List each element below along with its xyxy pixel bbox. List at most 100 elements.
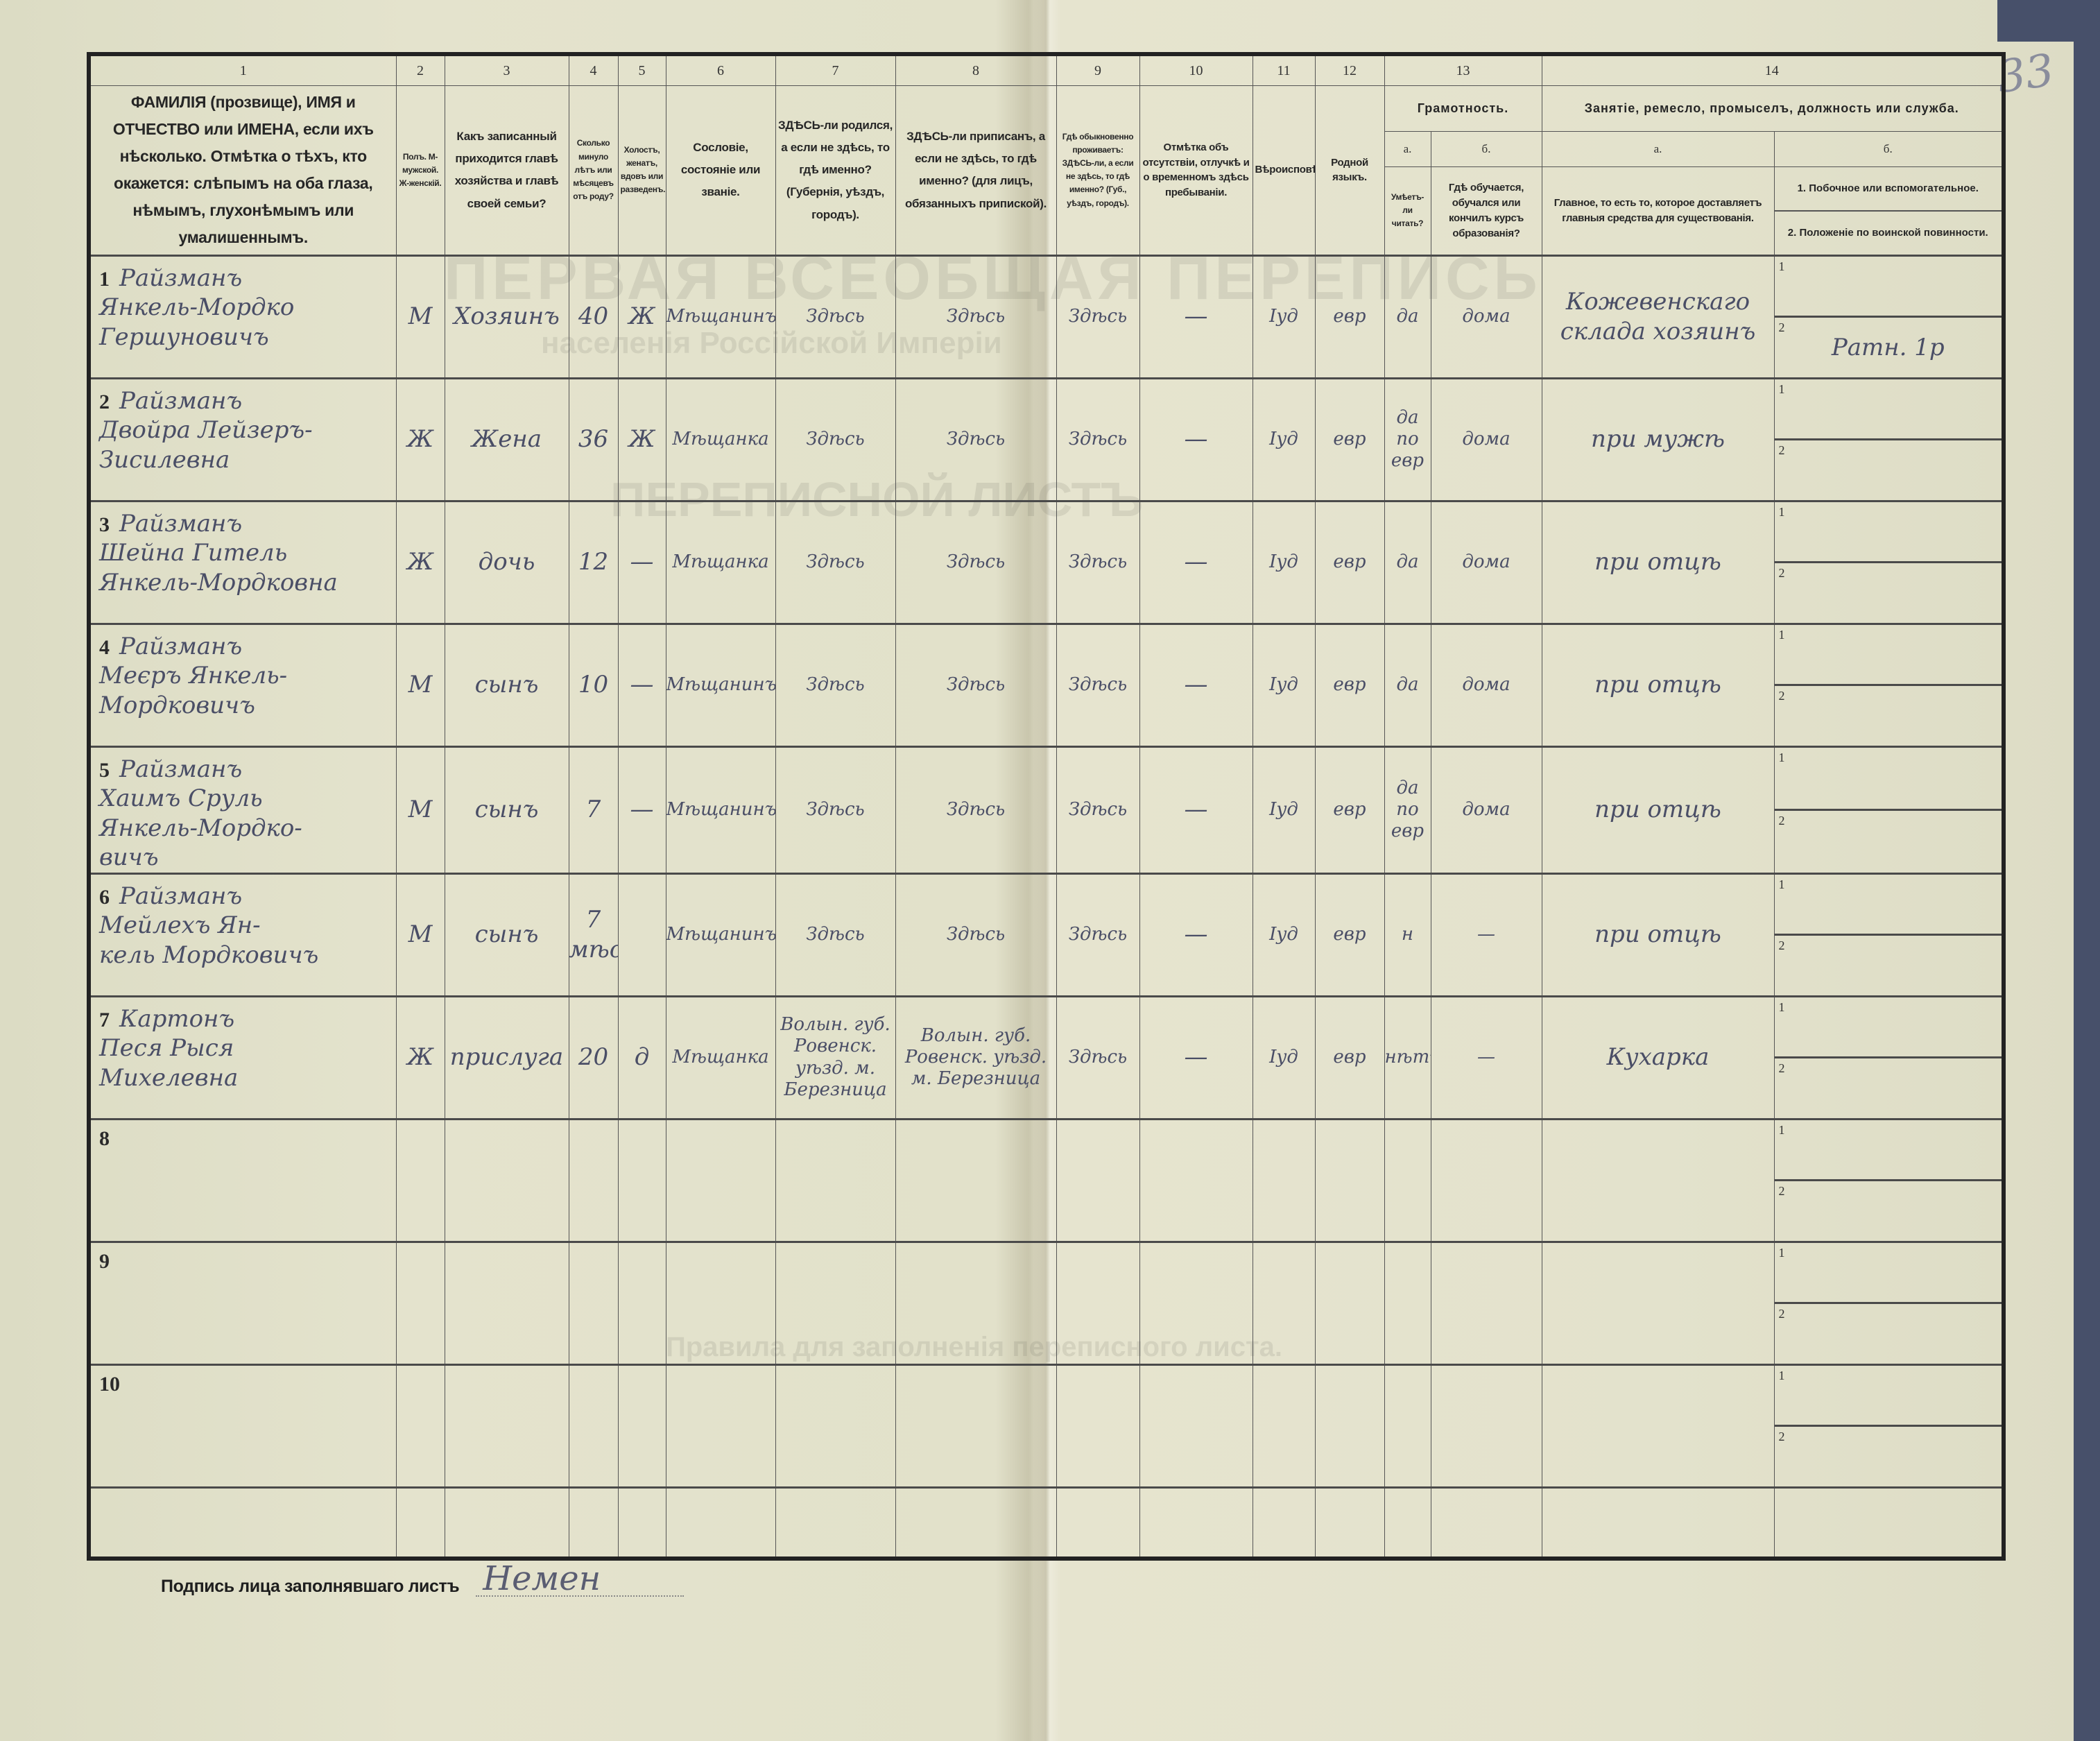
language-cell: евр bbox=[1314, 872, 1385, 997]
relation-value: дочь bbox=[478, 548, 535, 576]
sex-cell: М bbox=[395, 254, 445, 379]
relation-cell: прислуга bbox=[444, 995, 569, 1120]
estate-value: Мѣщанка bbox=[672, 1046, 769, 1067]
row-number: 5 bbox=[99, 758, 110, 782]
birthplace-cell: Здѣсь bbox=[775, 622, 896, 748]
main-occupation-value: при отцѣ bbox=[1594, 920, 1721, 949]
absence-value: — bbox=[1184, 920, 1208, 949]
religion-value: Іуд bbox=[1269, 551, 1298, 572]
row-number: 3 bbox=[99, 513, 110, 536]
column-number: 6 bbox=[665, 53, 776, 86]
religion-value: Іуд bbox=[1269, 1046, 1298, 1067]
absence-value: — bbox=[1184, 671, 1208, 699]
estate-cell: Мѣщанинъ bbox=[665, 745, 776, 875]
sub-line-label: 1 bbox=[1778, 877, 1785, 891]
age-value: 36 bbox=[578, 425, 609, 454]
absence-cell: — bbox=[1139, 254, 1253, 379]
religion-cell: Іуд bbox=[1252, 622, 1316, 748]
sex-cell: Ж bbox=[395, 499, 445, 625]
marital-cell: Ж bbox=[617, 377, 666, 502]
row-number: 1 bbox=[99, 267, 110, 291]
row-number: 7 bbox=[99, 1008, 110, 1031]
religion-cell: Іуд bbox=[1252, 872, 1316, 997]
marital-cell: — bbox=[617, 622, 666, 748]
birthplace-cell: Волын. губ. Ровенск. уѣзд. м. Березница bbox=[775, 995, 896, 1120]
absence-cell bbox=[1139, 1117, 1253, 1243]
column-number: 7 bbox=[775, 53, 896, 86]
name-line: Двойра Лейзеръ- bbox=[99, 416, 313, 445]
relation-value: прислуга bbox=[449, 1043, 564, 1072]
name-cell: 9 bbox=[88, 1240, 397, 1366]
name-cell: 2 Райзманъ Двойра Лейзеръ- Зисилевна bbox=[88, 377, 397, 502]
language-value: евр bbox=[1333, 798, 1366, 820]
sex-cell: Ж bbox=[395, 377, 445, 502]
marital-cell: — bbox=[617, 499, 666, 625]
header-language: Родной языкъ. bbox=[1314, 85, 1385, 256]
registered-value: Волын. губ. Ровенск. уѣзд. м. Березница bbox=[904, 1024, 1047, 1090]
name-cell: 3 Райзманъ Шейна Гитель Янкель-Мордковна bbox=[88, 499, 397, 625]
education-cell bbox=[1430, 1240, 1542, 1366]
column-number: 14 bbox=[1541, 53, 2004, 86]
estate-cell bbox=[665, 1117, 776, 1243]
marital-cell bbox=[617, 1117, 666, 1243]
header-absence: Отмѣтка объ отсутствіи, отлучкѣ и о врем… bbox=[1139, 85, 1253, 256]
birthplace-value: Волын. губ. Ровенск. уѣзд. м. Березница bbox=[780, 1014, 890, 1100]
registered-value: Здѣсь bbox=[946, 428, 1006, 449]
sub-line-label: 2 bbox=[1778, 1307, 1785, 1321]
religion-value: Іуд bbox=[1269, 674, 1298, 695]
estate-value: Мѣщанка bbox=[672, 428, 769, 449]
registered-value: Здѣсь bbox=[946, 923, 1006, 945]
military-status-value: Ратн. 1р bbox=[1831, 333, 1945, 361]
can-read-value: нѣтъ bbox=[1384, 1046, 1430, 1067]
blank-cell bbox=[775, 1486, 896, 1559]
name-cell: 7 Картонъ Песя Рыся Михелевна bbox=[88, 995, 397, 1120]
can-read-cell: да bbox=[1384, 622, 1431, 748]
header-secondary: 1. Побочное или вспомогательное. 2. Поло… bbox=[1773, 166, 2004, 256]
marital-cell bbox=[617, 1363, 666, 1489]
can-read-value: да bbox=[1396, 674, 1419, 695]
can-read-cell: да по евр bbox=[1384, 377, 1431, 502]
can-read-cell: н bbox=[1384, 872, 1431, 997]
main-occupation-cell bbox=[1541, 1363, 1775, 1489]
marital-cell: — bbox=[617, 745, 666, 875]
main-occupation-cell: при мужѣ bbox=[1541, 377, 1775, 502]
can-read-value: да bbox=[1396, 551, 1419, 572]
education-value: дома bbox=[1462, 305, 1511, 327]
row-number: 9 bbox=[99, 1249, 110, 1273]
relation-value: Жена bbox=[472, 425, 542, 454]
main-occupation-value: при мужѣ bbox=[1591, 425, 1725, 454]
blank-cell bbox=[895, 1486, 1057, 1559]
absence-cell: — bbox=[1139, 622, 1253, 748]
scan-background bbox=[1997, 0, 2100, 42]
can-read-cell bbox=[1384, 1117, 1431, 1243]
sub-line-label: 1 bbox=[1778, 259, 1785, 273]
sex-cell: М bbox=[395, 745, 445, 875]
registered-value: Здѣсь bbox=[946, 305, 1006, 327]
sub-line-label: 1 bbox=[1778, 1368, 1785, 1382]
column-number: 13 bbox=[1384, 53, 1542, 86]
estate-value: Мѣщанинъ bbox=[666, 923, 775, 945]
name-line: кель Мордковичъ bbox=[99, 941, 319, 969]
sub-line-label: 2 bbox=[1778, 814, 1785, 828]
education-cell: дома bbox=[1430, 499, 1542, 625]
religion-cell bbox=[1252, 1117, 1316, 1243]
language-value: евр bbox=[1333, 674, 1366, 695]
main-occupation-cell bbox=[1541, 1117, 1775, 1243]
sub-line-label: 2 bbox=[1778, 1184, 1785, 1199]
sub-line-label: 2 bbox=[1778, 566, 1785, 581]
residence-cell: Здѣсь bbox=[1056, 622, 1140, 748]
person-row: 2 Райзманъ Двойра Лейзеръ- Зисилевна Ж Жена 36… bbox=[88, 377, 2004, 502]
name-line: Михелевна bbox=[99, 1063, 239, 1092]
sex-value: М bbox=[408, 302, 433, 331]
header-education: Гдѣ обучается, обучался или кончилъ курс… bbox=[1430, 166, 1542, 256]
estate-cell: Мѣщанинъ bbox=[665, 254, 776, 379]
name-line: Райзманъ bbox=[119, 632, 243, 660]
name-cell: 5 Райзманъ Хаимъ Сруль Янкель-Мордко-вичъ bbox=[88, 745, 397, 875]
estate-cell: Мѣщанка bbox=[665, 377, 776, 502]
registered-cell: Здѣсь bbox=[895, 622, 1057, 748]
estate-cell: Мѣщанинъ bbox=[665, 622, 776, 748]
main-occupation-value: Кухарка bbox=[1606, 1043, 1710, 1072]
